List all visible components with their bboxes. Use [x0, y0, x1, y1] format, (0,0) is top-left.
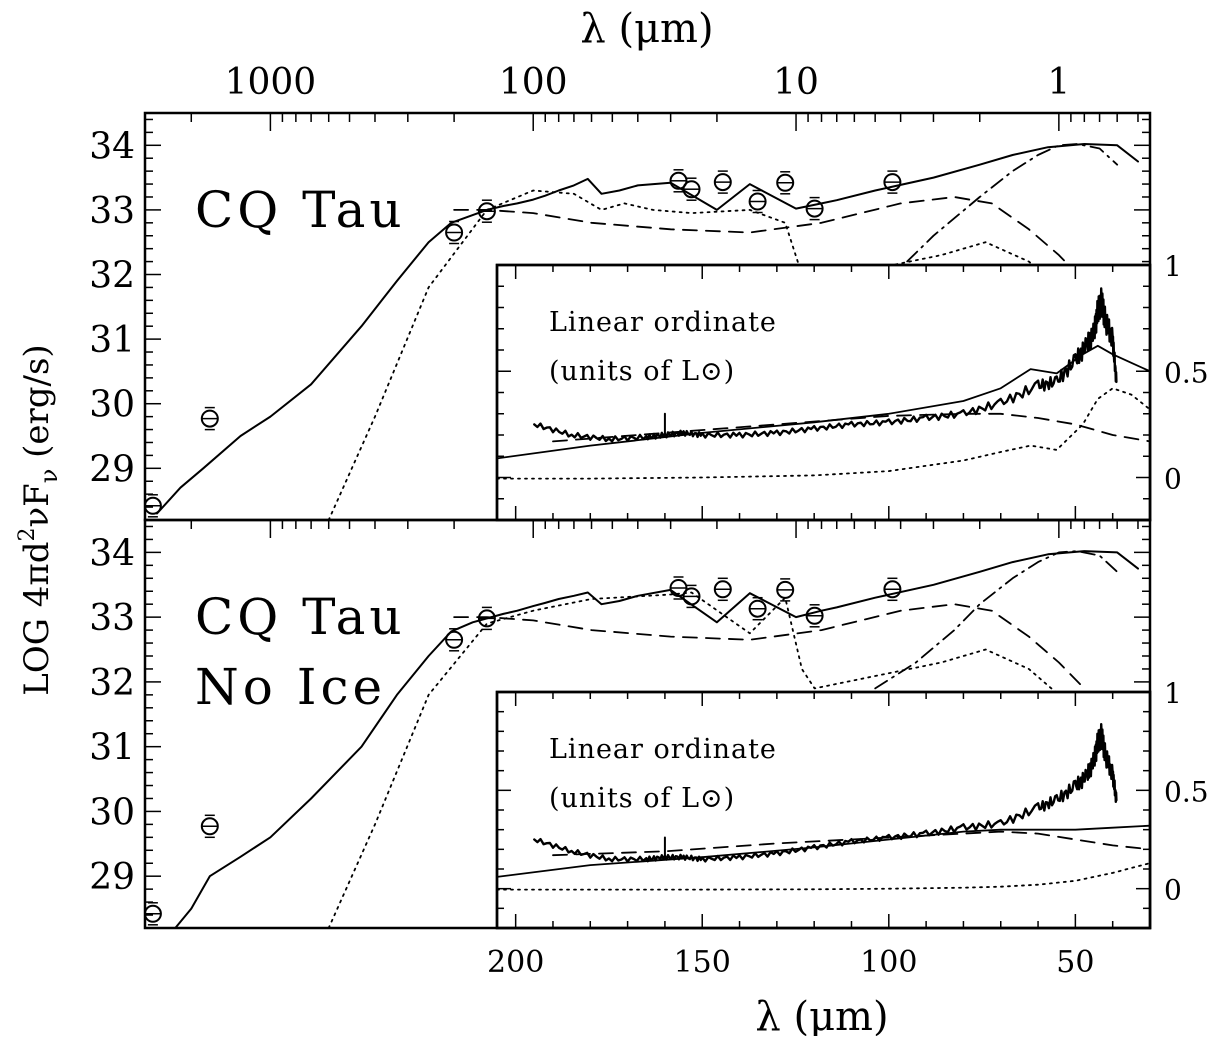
photometry-point [776, 171, 795, 195]
sed-curve-dotted-2 [327, 591, 1060, 928]
photometry-point [776, 578, 795, 602]
inset-curve-solid-0 [497, 344, 1150, 460]
sed-curve-dashdot-3 [886, 143, 1119, 282]
photometry-point [445, 220, 464, 245]
y-tick-label: 32 [89, 663, 135, 704]
x-top-tick-label: 1 [1047, 62, 1070, 103]
y-tick-label: 31 [89, 728, 135, 769]
inset-curves [497, 723, 1150, 891]
photometry-point [145, 494, 162, 518]
photometry-point [883, 170, 902, 194]
inset-annotation-line2: (units of L⊙) [549, 356, 735, 387]
photometry-point [200, 814, 219, 839]
y-tick-label: 33 [89, 598, 135, 639]
inset-y-tick-label: 0 [1164, 463, 1182, 496]
photometry-point [682, 177, 701, 201]
photometry-point [805, 196, 824, 221]
inset-x-tick-label: 150 [674, 945, 731, 980]
y-tick-label: 30 [89, 792, 135, 833]
inset-curve-dotted-2 [497, 862, 1150, 891]
photometry-point [713, 577, 732, 602]
inset-curve-solid-0 [497, 824, 1150, 878]
photometry-point [682, 584, 701, 609]
y-tick-label: 29 [89, 449, 135, 490]
inset-curves [497, 287, 1150, 480]
x-axis-bottom-label: λ (μm) [755, 994, 888, 1036]
inset-curve-dashed-1 [552, 830, 1150, 857]
inset-y-tick-label: 0 [1164, 874, 1182, 907]
photometry-point [477, 199, 496, 223]
inset-curve-dashed-1 [552, 412, 1150, 443]
inset-y-tick-label: 0.5 [1164, 356, 1209, 389]
photometry-point [748, 596, 767, 621]
panel-top: 34 33 32 31 30 29 1000 100 10 1 CQ Tau 1 0.5 0 Linear … [89, 62, 1209, 522]
inset-annotation-line1: Linear ordinate [549, 307, 777, 338]
photometry-point [883, 577, 902, 602]
photometry-point [669, 576, 688, 600]
main-curves [145, 550, 1139, 928]
x-top-tick-label: 1000 [225, 62, 317, 103]
inset-curve-dotted-2 [497, 387, 1150, 480]
inset-y-tick-label: 0.5 [1164, 775, 1209, 808]
photometry-point [200, 406, 219, 431]
sed-curve-dashdot-3 [874, 550, 1119, 690]
inset-x-tick-label: 100 [860, 945, 917, 980]
inset-annotation-line1: Linear ordinate [549, 734, 777, 765]
panel-bottom: 34 33 32 31 30 29 CQ Tau No Ice 1 0.5 0 200 150 100 50… [89, 518, 1209, 980]
inset-annotation-line2: (units of L⊙) [549, 783, 735, 814]
y-tick-label: 29 [89, 857, 135, 898]
sed-curve-solid-0 [174, 550, 1139, 928]
main-curves [145, 143, 1139, 520]
panel-annotation: No Ice [195, 658, 386, 716]
inset-frame [495, 690, 1152, 930]
inset-frame [495, 263, 1152, 522]
sed-curve-solid-0 [156, 143, 1139, 515]
photometry-point [669, 169, 688, 193]
y-tick-label: 34 [89, 126, 135, 167]
sed-curve-dotted-2 [327, 189, 1060, 520]
x-axis-top-label: λ (μm) [580, 6, 713, 52]
x-top-tick-label: 10 [773, 62, 819, 103]
inset-x-tick-label: 200 [487, 945, 544, 980]
y-tick-label: 31 [89, 320, 135, 361]
inset-y-tick-label: 1 [1164, 250, 1182, 283]
photometry-point [713, 170, 732, 194]
panel-annotation: CQ Tau [195, 588, 406, 646]
y-tick-label: 34 [89, 533, 135, 574]
photometry-point [145, 902, 162, 926]
photometry-point [445, 628, 464, 652]
photometry-point [748, 189, 767, 214]
photometry-point [477, 606, 496, 631]
y-tick-label: 30 [89, 385, 135, 426]
y-axis-label: LOG 4πd2νFν (erg/s) [15, 344, 63, 695]
sed-curve-dashed-1 [453, 603, 1086, 690]
y-tick-label: 32 [89, 256, 135, 297]
inset-y-tick-label: 1 [1164, 677, 1182, 710]
y-tick-label: 33 [89, 191, 135, 232]
x-top-tick-label: 100 [499, 62, 568, 103]
photometry-point [805, 604, 824, 628]
inset-x-tick-label: 50 [1056, 945, 1094, 980]
panel-annotation: CQ Tau [195, 181, 406, 239]
sed-curve-dashed-1 [453, 196, 1086, 282]
